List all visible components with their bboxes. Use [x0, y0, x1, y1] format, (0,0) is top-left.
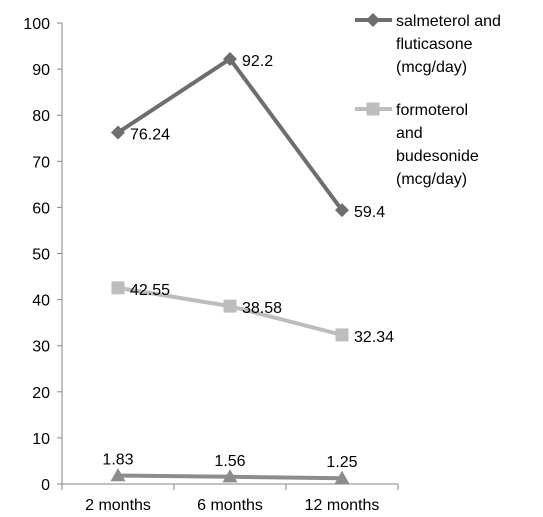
x-tick-label: 12 months — [305, 497, 380, 514]
diamond-marker — [111, 125, 125, 140]
data-label: 1.83 — [102, 452, 133, 469]
y-tick-label: 10 — [32, 431, 50, 448]
series-layer — [110, 51, 350, 484]
diamond-marker — [335, 203, 349, 218]
x-tick-label: 6 months — [197, 497, 263, 514]
legend-entry-text: salmeterol and — [396, 13, 501, 30]
legend-entry-text: (mcg/day) — [396, 59, 467, 76]
y-tick-label: 100 — [23, 16, 50, 33]
y-tick-label: 20 — [32, 385, 50, 402]
square-marker — [335, 328, 349, 342]
data-label: 42.55 — [130, 282, 170, 299]
data-label: 38.58 — [242, 300, 282, 317]
legend-entry-text: formoterol — [396, 102, 468, 119]
legend-entry-text: and — [396, 125, 423, 142]
data-label: 92.2 — [242, 53, 273, 70]
y-tick-label: 50 — [32, 247, 50, 264]
legend: salmeterol and fluticasone (mcg/day) formot… — [355, 13, 501, 188]
y-tick-label: 0 — [41, 477, 50, 494]
y-tick-label: 90 — [32, 62, 50, 79]
square-marker — [223, 299, 237, 313]
diamond-marker — [223, 51, 237, 66]
legend-entry-text: fluticasone — [396, 36, 473, 53]
data-label: 32.34 — [354, 329, 394, 346]
data-label: 1.25 — [326, 454, 357, 471]
y-tick-label: 30 — [32, 339, 50, 356]
y-tick-label: 60 — [32, 200, 50, 217]
x-axis: 2 months 6 months 12 months — [61, 483, 399, 514]
data-label: 76.24 — [130, 127, 170, 144]
data-label: 1.56 — [214, 453, 245, 470]
legend-entry-text: budesonide — [396, 148, 479, 165]
y-tick-label: 40 — [32, 293, 50, 310]
square-marker — [111, 281, 125, 295]
y-tick-label: 80 — [32, 108, 50, 125]
triangle-marker — [222, 469, 238, 483]
triangle-marker — [334, 470, 350, 484]
legend-entry-text: (mcg/day) — [396, 171, 467, 188]
legend-square-marker — [366, 102, 380, 116]
triangle-marker — [110, 468, 126, 482]
data-label: 59.4 — [354, 204, 385, 221]
y-tick-label: 70 — [32, 154, 50, 171]
y-axis: 0 10 20 30 40 50 60 70 80 90 100 — [23, 16, 63, 494]
x-tick-label: 2 months — [85, 497, 151, 514]
data-labels: 76.24 92.2 59.4 42.55 38.58 32.34 1.83 1.56 1.25 — [102, 53, 394, 471]
legend-diamond-marker — [366, 13, 380, 27]
